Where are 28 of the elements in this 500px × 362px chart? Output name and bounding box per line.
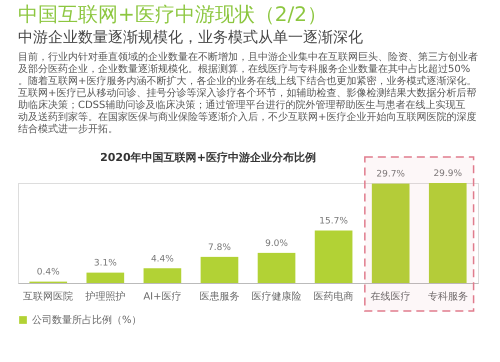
bar — [314, 230, 352, 283]
chart-title: 中国互联网+医疗中游现状（2/2） — [18, 2, 327, 26]
data-label: 29.9% — [433, 169, 462, 179]
bar — [86, 272, 124, 283]
text: 目前，行业内针对垂直领域的企业数量在不断增加，且中游企业集中在互联网巨头、险资、第三方创业者及部分医药企业，企业数量逐渐规模化。根据测算，在线医疗与专科服务企业数量在其中占比超过50%。随着互联网+医疗服务内涵不断扩大，各企业的业务在线上线下结合也更加紧密，业务模式逐渐深化。互联网+医疗已从移动问诊、挂号分诊等深入诊疗各个环节，如辅助检查、影像检测结果大数据分析后帮助临床决策；CDSS辅助问诊及临床决策；通过管理平台进行的院外管理帮助医生与患者在线上实现互动及送药到家等。在国家医保与商业保险等逐渐介入后，不少互联网+医疗企业开始向互联网医院的深度结合模式进一步开拓。 — [18, 51, 478, 135]
data-label: 3.1% — [94, 258, 118, 269]
legend-label: 公司数量所占比例（%） — [32, 314, 142, 326]
chart-subtitle: 中游企业数量逐渐规模化，业务模式从单一逐渐深化 — [18, 28, 363, 46]
x-tick-label: 护理照护 — [84, 290, 126, 302]
x-tick-label: 专科服务 — [428, 290, 468, 302]
data-label: 29.7% — [376, 170, 406, 180]
data-label: 7.8% — [208, 242, 232, 253]
data-label: 15.7% — [319, 216, 348, 226]
text: 2020年中国互联网+医疗中游企业分布比例 — [100, 151, 316, 164]
data-label: 9.0% — [265, 238, 288, 249]
data-label: 0.4% — [36, 268, 60, 278]
bar — [200, 256, 238, 283]
bar — [428, 183, 467, 283]
x-tick-label: 医疗健康险 — [252, 290, 302, 302]
x-tick-label: AI+医疗 — [143, 290, 182, 302]
x-tick-label: 医患服务 — [199, 290, 240, 302]
data-label: 4.4% — [150, 254, 174, 264]
bar — [258, 252, 296, 283]
x-tick-label: 在线医疗 — [370, 290, 411, 302]
bar — [372, 184, 410, 283]
x-tick-label: 医药电商 — [314, 290, 354, 302]
bar — [144, 268, 182, 283]
x-tick-label: 互联网医院 — [23, 290, 74, 302]
